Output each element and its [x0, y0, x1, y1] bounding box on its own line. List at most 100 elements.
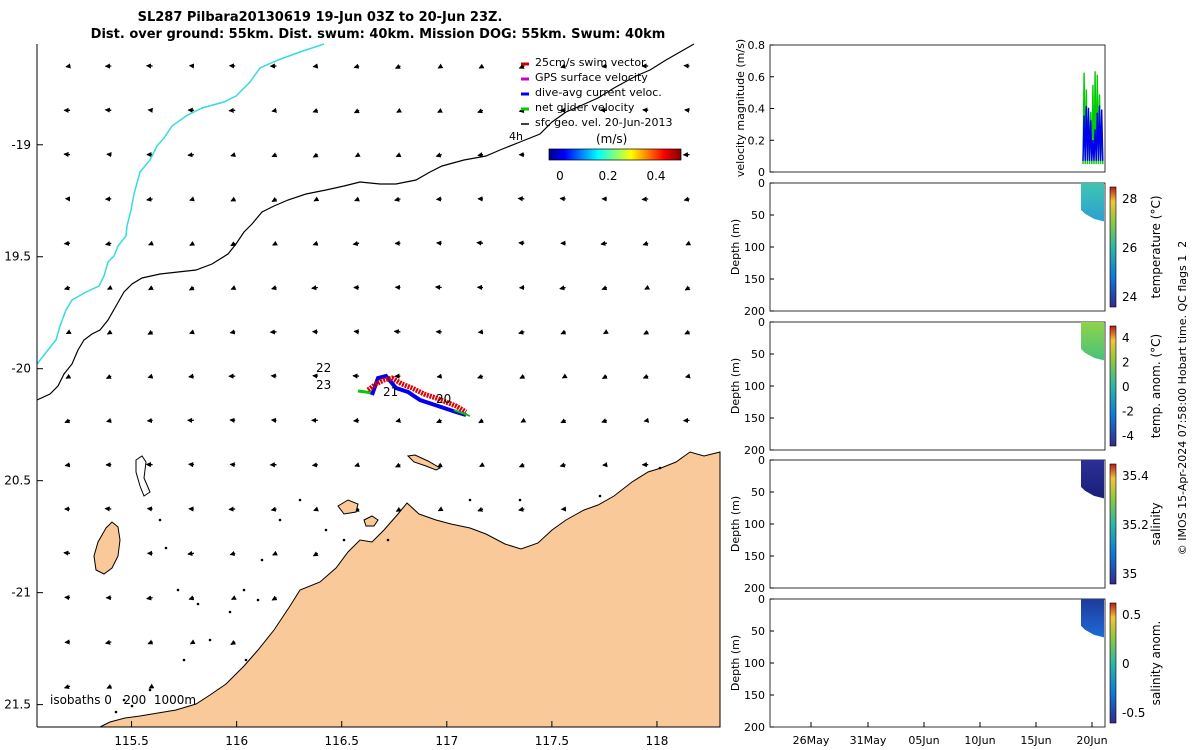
velocity-arrow [353, 108, 360, 114]
velocity-arrow [187, 152, 194, 158]
velocity-arrow [641, 196, 649, 202]
map-y-tick-label: -20 [11, 362, 31, 376]
legend-label-swim: 25cm/s swim vector [535, 56, 646, 69]
islet-dot [260, 558, 264, 562]
velocity-arrow [271, 152, 278, 158]
depth-y-tick-label: 200 [744, 582, 765, 595]
velocity-arrow [271, 196, 278, 202]
velocity-arrow [395, 417, 402, 423]
velocity-arrow [311, 285, 318, 291]
velocity-arrow [684, 329, 691, 335]
colorbar-title: (m/s) [596, 132, 627, 146]
velocity-arrow [353, 63, 360, 69]
velocity-arrow [189, 196, 195, 202]
velocity-arrow [230, 285, 237, 290]
depth-y-tick-label: 150 [744, 273, 765, 286]
velocity-arrow [520, 417, 527, 423]
colorbar-label: temperature (°C) [1149, 196, 1163, 299]
velocity-arrow [188, 373, 195, 379]
islet-dot [244, 658, 248, 662]
colorbar-tick-0: 0 [556, 169, 564, 183]
velocity-arrow [354, 462, 360, 468]
velocity-arrow [106, 417, 112, 423]
map-y-tick-label: -19 [11, 138, 31, 152]
map-panel: 22 23 21 20 isobaths 0 200 1000m 25cm/s … [4, 43, 721, 748]
date-tick-label: 20Jun [1076, 734, 1107, 747]
depth-y-tick-label: 100 [744, 241, 765, 254]
velocity-arrow [312, 108, 319, 113]
velocity-arrow [148, 285, 154, 291]
islet-dot [208, 638, 212, 642]
velocity-arrow [437, 107, 443, 113]
velocity-arrow [106, 284, 113, 290]
track-label-21: 21 [383, 385, 398, 399]
velocity-arrow [518, 462, 525, 468]
map-x-tick-label: 115.5 [114, 734, 148, 748]
island-small-3 [135, 455, 151, 497]
colorbar-tick-label: 35 [1122, 567, 1137, 581]
islet-dot [598, 494, 602, 498]
velocity-arrow [394, 462, 401, 468]
islet-dot [658, 466, 662, 470]
depth-plot-frame [769, 459, 1106, 589]
velocity-arrow [559, 285, 566, 291]
velocity-arrow [353, 417, 360, 424]
islet-dot [182, 658, 186, 662]
depth-y-tick-label: 50 [751, 625, 765, 638]
depth-panel-2: 0 50 100 150 200 Depth (m) 4 2 0 -2 -4 temp. anom. … [729, 316, 1163, 457]
depth-plot-frame [769, 598, 1106, 728]
velocity-arrow [189, 240, 196, 246]
chart-title-line1: SL287 Pilbara20130619 19-Jun 03Z to 20-J… [138, 10, 503, 25]
velocity-series [1082, 71, 1104, 165]
velocity-arrow [477, 374, 484, 379]
depth-y-tick-label: 0 [758, 454, 765, 467]
velocity-arrow [188, 595, 195, 601]
depth-data-block [1081, 460, 1104, 499]
colorbar-label: temp. anom. (°C) [1149, 334, 1163, 438]
islet-dot [324, 528, 328, 532]
speed-colorbar [548, 148, 682, 161]
velocity-plot-frame [769, 44, 1106, 173]
depth-data-block [1081, 599, 1104, 638]
velocity-arrow [104, 240, 112, 247]
velocity-y-tick-label: 0.2 [748, 134, 766, 147]
depth-y-tick-label: 200 [744, 721, 765, 734]
islet-dot [228, 610, 232, 614]
velocity-arrow [63, 285, 71, 291]
velocity-arrow [271, 285, 277, 291]
velocity-arrow [313, 506, 319, 512]
velocity-arrow [478, 418, 485, 424]
colorbar-tick-label: 0.5 [1122, 608, 1141, 622]
velocity-arrow [683, 196, 690, 202]
depth-y-tick-label: 0 [758, 593, 765, 606]
colorbar-tick-label: -0.5 [1122, 706, 1145, 720]
velocity-arrow [643, 329, 650, 335]
date-tick-label: 10Jun [964, 734, 995, 747]
islet-dot [342, 538, 346, 542]
velocity-arrow [64, 462, 71, 468]
velocity-arrow [272, 240, 278, 246]
islet-dot [122, 698, 126, 702]
velocity-arrow [270, 506, 277, 512]
track-label-22: 22 [316, 361, 331, 375]
islet-dot [164, 546, 168, 550]
islet-dot [386, 538, 390, 542]
velocity-arrow [643, 417, 650, 423]
map-y-tick-label: 21.5 [4, 698, 31, 712]
depth-colorbar [1109, 325, 1117, 447]
velocity-arrow [477, 152, 484, 158]
velocity-arrow [603, 329, 609, 335]
velocity-arrow [147, 329, 154, 335]
velocity-arrow [146, 196, 153, 202]
velocity-arrow [65, 373, 72, 379]
glider-track [357, 373, 471, 417]
map-x-tick-label: 116.5 [325, 734, 359, 748]
velocity-arrow [230, 152, 236, 158]
velocity-arrow [230, 639, 237, 645]
islet-dot [130, 704, 134, 708]
velocity-arrow [106, 329, 113, 335]
velocity-series-line [1082, 105, 1104, 161]
velocity-arrow [684, 373, 691, 379]
velocity-arrow [436, 418, 442, 424]
velocity-arrow [644, 284, 651, 290]
